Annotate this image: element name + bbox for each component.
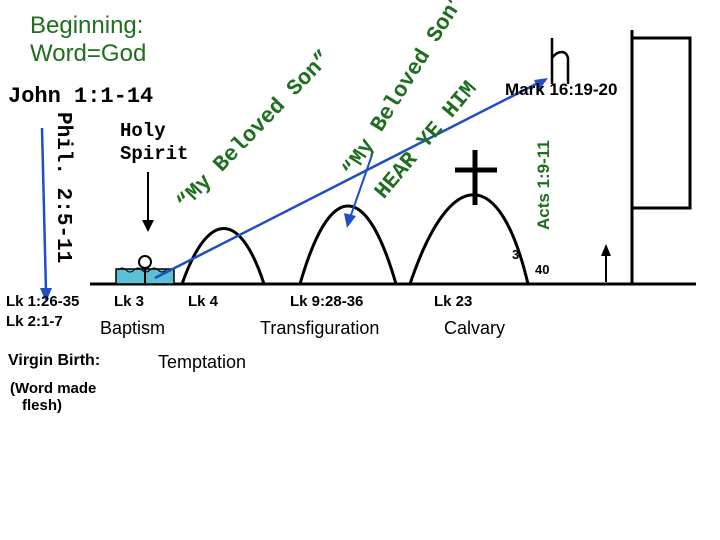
ascension-arrowhead [601, 244, 611, 256]
days-forty-label: 40 [535, 262, 550, 277]
return-arrow [154, 80, 541, 280]
ascension-bowl [632, 36, 692, 210]
h-glyph [550, 38, 570, 84]
word-made-flesh-label: (Word made flesh) [10, 380, 97, 414]
title-line-beginning: Beginning: [30, 12, 144, 39]
voice-arrow [349, 154, 373, 219]
incarnation-arrowhead [40, 288, 52, 302]
john-reference: John 1:1-14 [8, 84, 154, 109]
holy-spirit-label: Holy Spirit [120, 120, 188, 166]
temptation-ref: Lk 4 [188, 293, 219, 310]
transfiguration-ref: Lk 9:28-36 [290, 293, 364, 310]
temptation-label: Temptation [158, 352, 247, 372]
calvary-hill [408, 193, 530, 285]
holy-spirit-arrowhead [142, 220, 154, 232]
title-line-word-god: Word=God [30, 40, 147, 67]
transfiguration-label: Transfiguration [260, 318, 380, 338]
transfiguration-hill [298, 204, 398, 285]
days-three-label: 3 [512, 247, 520, 262]
phil-reference: Phil. 2:5-11 [51, 112, 74, 264]
voice-arrowhead [344, 213, 356, 228]
mark-reference: Mark 16:19-20 [505, 80, 618, 99]
calvary-label: Calvary [444, 318, 506, 338]
birth-ref-2: Lk 2:1-7 [6, 313, 63, 330]
virgin-birth-label: Virgin Birth: [8, 352, 101, 369]
water-waves [117, 267, 167, 273]
incarnation-arrow [40, 127, 48, 293]
holy-spirit-line2: Spirit [120, 143, 189, 165]
figure-head [138, 255, 152, 269]
return-arrowhead [534, 78, 548, 90]
temptation-hill [180, 227, 266, 285]
calvary-ref: Lk 23 [434, 293, 473, 310]
title-block: Beginning: Word=God [30, 12, 146, 68]
baptism-label: Baptism [100, 318, 166, 338]
holy-spirit-line1: Holy [120, 120, 166, 142]
birth-ref-1: Lk 1:26-35 [6, 293, 80, 310]
acts-reference: Acts 1:9-11 [534, 140, 553, 230]
baptism-ref: Lk 3 [114, 293, 145, 310]
